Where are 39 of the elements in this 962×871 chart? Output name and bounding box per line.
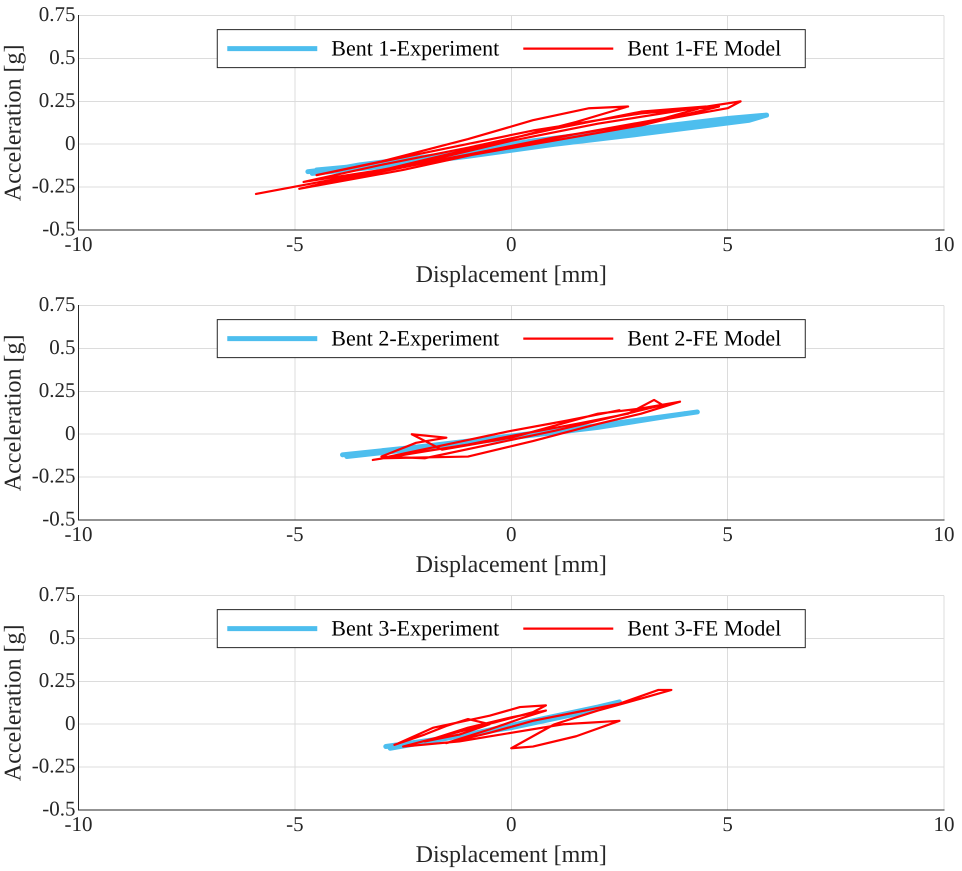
y-tick-label: 0: [65, 130, 76, 155]
y-tick-label: -0.25: [32, 464, 76, 488]
y-tick-label: 0.5: [49, 334, 76, 359]
y-tick-label: 0.75: [38, 292, 76, 316]
y-tick-label: 0: [65, 710, 76, 735]
x-axis-title: Displacement [mm]: [416, 552, 607, 578]
x-tick-label: 10: [934, 812, 954, 836]
y-axis-title: Acceleration [g]: [0, 44, 27, 202]
y-tick-label: 0.5: [49, 44, 76, 69]
x-tick-label: 0: [506, 812, 517, 836]
legend-label: Bent 2-FE Model: [627, 325, 782, 350]
y-tick-label: 0.25: [38, 668, 76, 692]
legend-label: Bent 2-Experiment: [331, 325, 500, 350]
x-tick-label: -5: [286, 232, 304, 256]
x-tick-label: 0: [506, 232, 517, 256]
y-tick-label: -0.25: [32, 754, 76, 778]
x-axis-title: Displacement [mm]: [416, 262, 607, 288]
legend-label: Bent 1-FE Model: [627, 35, 782, 60]
y-tick-label: 0: [65, 420, 76, 445]
y-tick-label: 0.25: [38, 88, 76, 112]
y-axis-title: Acceleration [g]: [0, 334, 27, 492]
x-tick-label: 5: [722, 812, 733, 836]
x-tick-label: -5: [286, 522, 304, 546]
x-tick-label: 5: [722, 232, 733, 256]
y-tick-label: -0.25: [32, 174, 76, 198]
y-axis-title: Acceleration [g]: [0, 624, 27, 782]
x-axis-title: Displacement [mm]: [416, 842, 607, 868]
y-tick-label: 0.5: [49, 624, 76, 649]
x-tick-label: 0: [506, 522, 517, 546]
x-tick-label: 10: [934, 522, 954, 546]
y-tick-label: 0.75: [38, 582, 76, 606]
legend-label: Bent 3-FE Model: [627, 615, 782, 640]
x-tick-label: 10: [934, 232, 954, 256]
legend-label: Bent 3-Experiment: [331, 615, 500, 640]
y-tick-label: 0.25: [38, 378, 76, 402]
x-tick-label: 5: [722, 522, 733, 546]
y-tick-label: 0.75: [38, 2, 76, 26]
legend-label: Bent 1-Experiment: [331, 35, 500, 60]
x-tick-label: -5: [286, 812, 304, 836]
